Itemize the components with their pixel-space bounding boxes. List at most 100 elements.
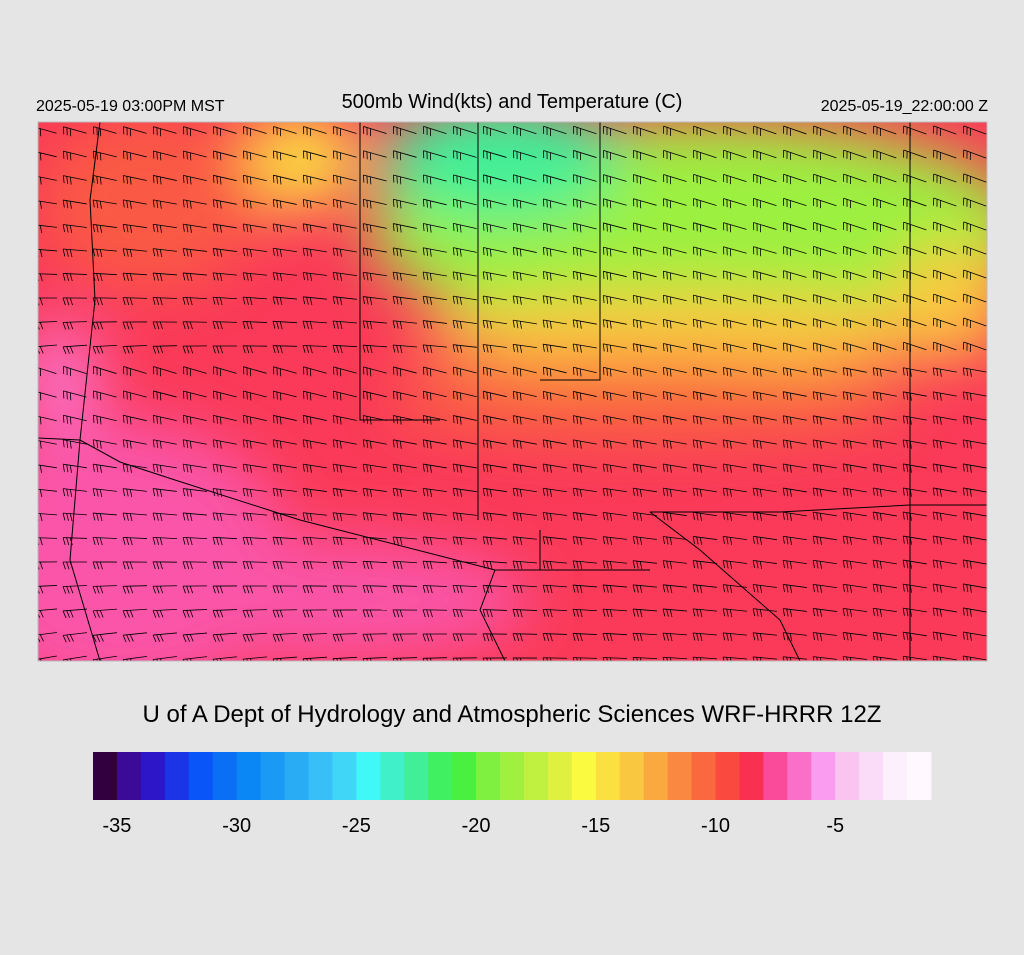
map-title: 500mb Wind(kts) and Temperature (C) bbox=[342, 91, 683, 113]
colorbar-bin bbox=[452, 752, 476, 800]
barb-feather bbox=[33, 660, 37, 667]
barb-feather bbox=[33, 440, 34, 448]
barb-feather bbox=[640, 249, 641, 257]
barb-feather bbox=[33, 538, 35, 545]
barb-feather bbox=[460, 369, 461, 377]
barb-feather bbox=[187, 152, 188, 160]
barb-feather bbox=[573, 223, 574, 231]
barb-feather bbox=[430, 369, 431, 377]
colorbar-bin bbox=[739, 752, 763, 800]
colorbar-bin bbox=[835, 752, 859, 800]
colorbar-bin bbox=[165, 752, 189, 800]
barb-feather bbox=[637, 248, 638, 256]
barb-feather bbox=[760, 345, 761, 353]
barb-feather bbox=[483, 199, 484, 207]
barb-feather bbox=[427, 368, 428, 376]
barb-feather bbox=[517, 200, 518, 208]
barb-feather bbox=[577, 224, 578, 232]
colorbar-bin bbox=[500, 752, 524, 800]
barb-feather bbox=[580, 225, 581, 233]
colorbar-bin bbox=[572, 752, 596, 800]
barb-feather bbox=[213, 391, 214, 399]
barb-feather bbox=[730, 297, 731, 305]
barb-feather bbox=[723, 295, 724, 303]
colorbar-bin bbox=[332, 752, 356, 800]
colorbar-tick-label: -30 bbox=[222, 815, 251, 837]
barb-feather bbox=[243, 391, 244, 399]
barb-feather bbox=[190, 153, 191, 161]
barb-feather bbox=[33, 274, 35, 281]
colorbar-bin bbox=[117, 752, 141, 800]
barb-feather bbox=[423, 367, 424, 375]
barb-feather bbox=[160, 153, 161, 161]
barb-feather bbox=[123, 151, 124, 159]
barb-feather bbox=[250, 393, 251, 401]
colorbar-bin bbox=[141, 752, 165, 800]
colorbar-tick-label: -25 bbox=[342, 815, 371, 837]
barb-feather bbox=[33, 489, 35, 496]
barb-feather bbox=[190, 393, 191, 401]
barb-feather bbox=[183, 151, 184, 159]
colorbar-bin bbox=[237, 752, 261, 800]
barb-feather bbox=[757, 344, 758, 352]
barb-feather bbox=[157, 152, 158, 160]
colorbar-bin bbox=[308, 752, 332, 800]
barb-feather bbox=[33, 298, 35, 305]
barb-feather bbox=[33, 415, 34, 423]
barb-feather bbox=[127, 152, 128, 160]
colorbar-bin bbox=[93, 752, 117, 800]
barb-feather bbox=[520, 201, 521, 209]
barb-feather bbox=[33, 249, 35, 256]
colorbar-bin bbox=[285, 752, 309, 800]
colorbar-bin bbox=[644, 752, 668, 800]
barb-feather bbox=[363, 175, 364, 183]
barb-feather bbox=[400, 177, 401, 185]
valid-local: 2025-05-19 03:00PM MST bbox=[36, 98, 225, 115]
barb-feather bbox=[33, 636, 36, 643]
barb-feather bbox=[367, 176, 368, 184]
barb-feather bbox=[33, 151, 34, 159]
barb-feather bbox=[220, 393, 221, 401]
credit: U of A Dept of Hydrology and Atmospheric… bbox=[143, 701, 882, 728]
colorbar-bin bbox=[811, 752, 835, 800]
colorbar: -35-30-25-20-15-10-5 bbox=[93, 752, 932, 837]
barb-feather bbox=[153, 151, 154, 159]
colorbar-bin bbox=[668, 752, 692, 800]
barb-feather bbox=[457, 368, 458, 376]
colorbar-bin bbox=[524, 752, 548, 800]
barb-feather bbox=[487, 200, 488, 208]
barb-feather bbox=[33, 225, 35, 232]
colorbar-bin bbox=[189, 752, 213, 800]
colorbar-bin bbox=[356, 752, 380, 800]
barb-feather bbox=[33, 200, 34, 207]
colorbar-bin bbox=[787, 752, 811, 800]
barb-feather bbox=[183, 391, 184, 399]
barb-feather bbox=[33, 611, 36, 618]
barb-feather bbox=[187, 392, 188, 400]
barb-feather bbox=[33, 464, 34, 471]
colorbar-bin bbox=[380, 752, 404, 800]
colorbar-bin bbox=[692, 752, 716, 800]
barb-feather bbox=[247, 392, 248, 400]
colorbar-bin bbox=[620, 752, 644, 800]
barb-feather bbox=[33, 176, 34, 184]
colorbar-bin bbox=[548, 752, 572, 800]
colorbar-bin bbox=[716, 752, 740, 800]
barb-feather bbox=[633, 247, 634, 255]
barb-feather bbox=[490, 201, 491, 209]
colorbar-tick-label: -5 bbox=[826, 815, 844, 837]
barb-feather bbox=[727, 296, 728, 304]
barb-feather bbox=[33, 587, 36, 594]
barb-feather bbox=[753, 343, 754, 351]
colorbar-tick-label: -10 bbox=[701, 815, 730, 837]
barb-feather bbox=[37, 152, 38, 160]
barb-feather bbox=[37, 416, 38, 424]
barb-feather bbox=[33, 323, 36, 330]
colorbar-bin bbox=[883, 752, 907, 800]
barb-feather bbox=[33, 347, 36, 354]
barb-feather bbox=[33, 562, 35, 569]
barb-feather bbox=[453, 367, 454, 375]
colorbar-bin bbox=[428, 752, 452, 800]
colorbar-bin bbox=[261, 752, 285, 800]
